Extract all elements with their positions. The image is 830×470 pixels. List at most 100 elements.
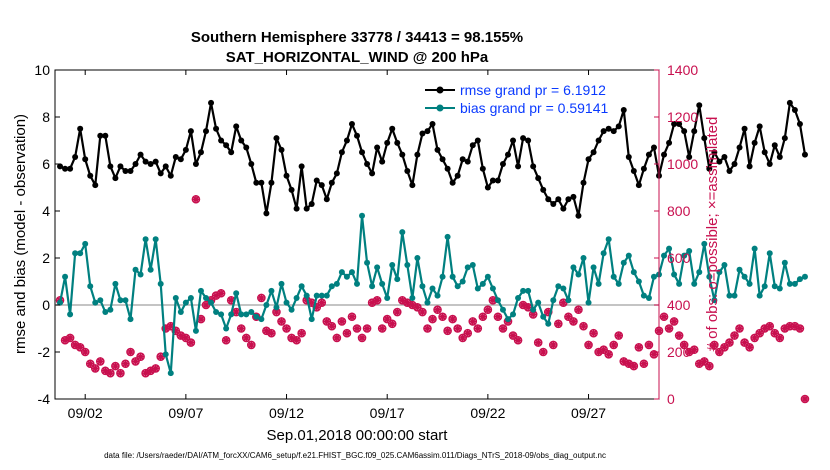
obs-assimilated-stroke — [439, 313, 446, 321]
bias-point — [248, 309, 255, 316]
bias-point — [575, 271, 582, 278]
obs-assimilated-stroke — [283, 325, 290, 332]
obs-assimilated-stroke — [610, 341, 618, 349]
obs-assimilated-stroke — [187, 339, 195, 346]
obs-assimilated-point — [358, 333, 367, 342]
rmse-point — [499, 161, 506, 167]
obs-assimilated-stroke — [741, 339, 748, 346]
bias-point — [510, 311, 517, 318]
rmse-point — [766, 161, 773, 167]
rmse-point — [223, 142, 230, 149]
bias-point — [228, 311, 235, 318]
obs-assimilated-stroke — [716, 348, 723, 356]
bias-point — [67, 311, 74, 318]
bias-point — [283, 299, 290, 306]
rmse-point — [580, 179, 587, 186]
obs-assimilated-stroke — [630, 362, 638, 370]
obs-assimilated-point — [267, 329, 276, 338]
obs-assimilated-point — [131, 357, 140, 366]
bias-point — [394, 276, 401, 283]
obs-assimilated-point — [86, 359, 95, 368]
bias-point — [781, 259, 788, 266]
bias-point — [640, 292, 647, 299]
bias-point — [107, 306, 114, 313]
rmse-point — [57, 163, 64, 170]
bias-point — [379, 280, 386, 287]
obs-assimilated-stroke — [756, 329, 764, 337]
rmse-point — [605, 125, 612, 132]
bias-point — [736, 266, 743, 273]
bias-point — [112, 280, 119, 287]
bias-point — [676, 280, 683, 287]
obs-assimilated-stroke — [600, 346, 607, 354]
y-right-tick-label: 0 — [667, 391, 675, 407]
obs-assimilated-stroke — [76, 343, 84, 351]
rmse-point — [77, 125, 84, 132]
obs-assimilated-stroke — [152, 365, 160, 372]
rmse-point — [570, 193, 577, 200]
obs-assimilated-point — [96, 357, 105, 366]
obs-assimilated-stroke — [680, 341, 688, 349]
rmse-point — [248, 161, 255, 167]
obs-assimilated-point — [287, 333, 296, 342]
bias-point — [87, 283, 94, 290]
obs-assimilated-stroke — [534, 339, 542, 346]
obs-assimilated-stroke — [227, 296, 235, 304]
y-tick-label: -2 — [38, 344, 51, 360]
obs-assimilated-stroke — [137, 353, 144, 361]
obs-assimilated-stroke — [751, 334, 758, 342]
bias-point — [635, 278, 642, 285]
bias-point — [273, 304, 280, 311]
obs-assimilated-stroke — [409, 301, 416, 309]
obs-assimilated-point — [800, 395, 809, 403]
obs-assimilated-stroke — [625, 360, 633, 368]
bias-point — [233, 290, 240, 297]
obs-assimilated-stroke — [726, 339, 733, 346]
obs-assimilated-stroke — [529, 311, 537, 318]
obs-assimilated-point — [458, 333, 467, 342]
obs-assimilated-stroke — [645, 341, 653, 349]
bias-point — [525, 287, 532, 294]
obs-assimilated-stroke — [242, 334, 250, 342]
obs-assimilated-point — [584, 340, 593, 349]
obs-assimilated-point — [413, 303, 422, 312]
obs-assimilated-point — [539, 348, 548, 356]
obs-assimilated-stroke — [122, 360, 129, 368]
obs-assimilated-stroke — [263, 327, 270, 335]
bias-point — [530, 306, 537, 313]
bias-point — [142, 236, 149, 243]
rmse-point — [625, 153, 632, 160]
obs-assimilated-point — [337, 317, 346, 326]
obs-assimilated-point — [670, 317, 679, 326]
rmse-point — [721, 153, 728, 160]
bias-point — [741, 273, 748, 280]
obs-assimilated-point — [574, 305, 583, 314]
rmse-point — [394, 139, 401, 146]
rmse-point — [404, 168, 411, 175]
bias-point — [218, 311, 225, 318]
obs-assimilated-stroke — [298, 329, 305, 337]
obs-assimilated-point — [599, 345, 608, 354]
rmse-point — [676, 121, 683, 128]
rmse-point — [72, 153, 79, 160]
bias-point — [192, 327, 199, 334]
rmse-point — [228, 149, 235, 156]
obs-assimilated-stroke — [91, 365, 99, 372]
y-right-tick-label: 1000 — [667, 156, 698, 172]
bias-point — [545, 320, 552, 327]
obs-assimilated-point — [116, 369, 125, 378]
bias-point — [389, 262, 396, 269]
obs-assimilated-stroke — [554, 320, 562, 328]
rmse-point — [97, 132, 104, 139]
obs-assimilated-point — [202, 301, 210, 309]
obs-assimilated-stroke — [101, 367, 109, 375]
obs-assimilated-stroke — [524, 303, 532, 311]
obs-assimilated-point — [247, 340, 256, 349]
rmse-point — [152, 158, 159, 165]
rmse-point — [273, 135, 280, 142]
obs-assimilated-stroke — [222, 336, 230, 344]
bias-point — [751, 245, 758, 252]
bias-point — [756, 292, 763, 299]
bias-point — [454, 283, 461, 290]
rmse-point — [82, 156, 89, 163]
